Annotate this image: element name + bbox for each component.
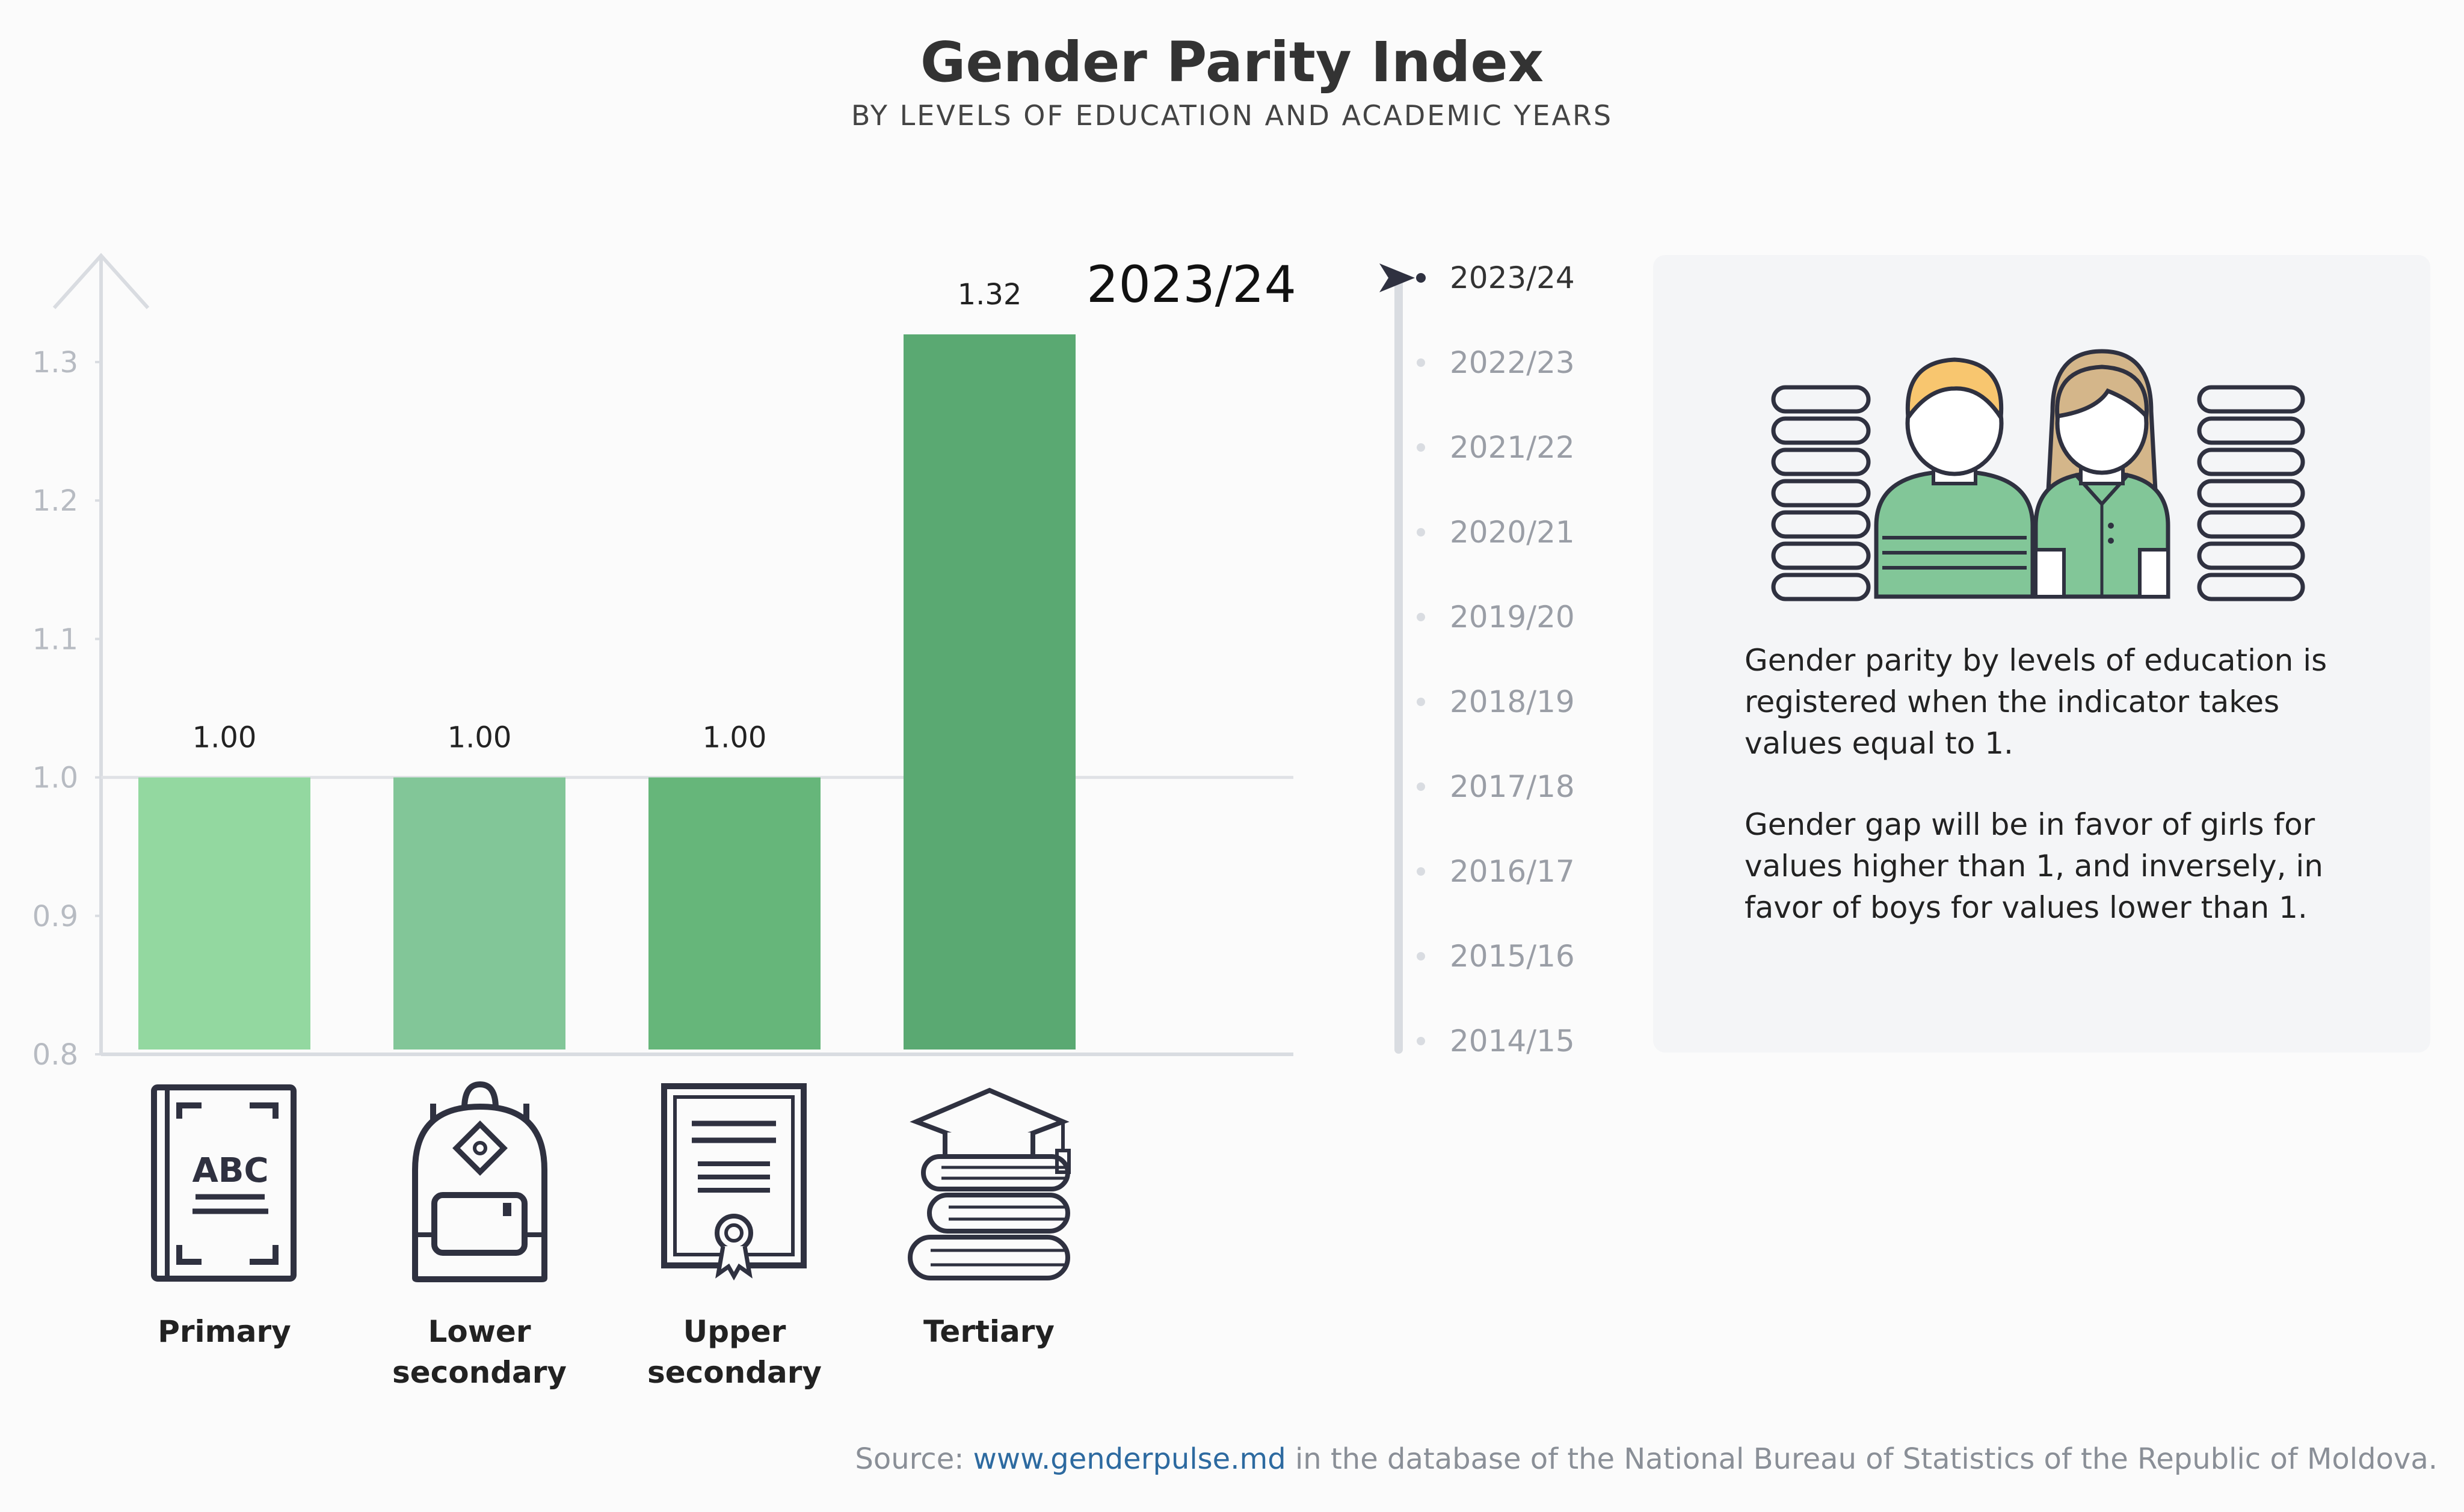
svg-text:ABC: ABC <box>192 1151 268 1190</box>
students-icon <box>1771 349 2305 601</box>
y-tick-label: 0.8 <box>32 1038 78 1072</box>
info-paragraph-2: Gender gap will be in favor of girls for… <box>1745 807 2323 925</box>
bar-value-label: 1.00 <box>703 721 767 755</box>
timeline-year-2018-19[interactable]: 2018/19 <box>1450 684 1575 719</box>
backpack-icon <box>412 1081 547 1282</box>
page-title: Gender Parity Index <box>920 30 1544 94</box>
timeline-year-2014-15[interactable]: 2014/15 <box>1450 1024 1575 1059</box>
category-label-primary: Primary <box>158 1314 291 1349</box>
timeline-year-2017-18[interactable]: 2017/18 <box>1450 769 1575 804</box>
timeline-year-2016-17[interactable]: 2016/17 <box>1450 854 1575 889</box>
y-axis-arrow <box>52 253 150 310</box>
timeline-year-2015-16[interactable]: 2015/16 <box>1450 939 1575 974</box>
bar-value-label: 1.32 <box>958 278 1022 312</box>
category-label-tertiary: Tertiary <box>923 1314 1055 1349</box>
source-suffix: in the database of the National Bureau o… <box>1286 1442 2438 1476</box>
page-subtitle: BY LEVELS OF EDUCATION AND ACADEMIC YEAR… <box>851 99 1613 132</box>
category-label-upper-secondary: Upper secondary <box>647 1314 822 1390</box>
abc-book-icon: ABC <box>151 1084 297 1282</box>
timeline-dot[interactable] <box>1416 273 1426 283</box>
timeline-year-2022-23[interactable]: 2022/23 <box>1450 345 1575 380</box>
timeline-year-2021-22[interactable]: 2021/22 <box>1450 430 1575 465</box>
diploma-icon <box>661 1083 807 1281</box>
info-panel: Gender parity by levels of education is … <box>1653 255 2430 1053</box>
graduation-books-icon <box>908 1087 1071 1280</box>
bar-primary[interactable] <box>138 777 310 1049</box>
bar-value-label: 1.00 <box>192 721 257 755</box>
source-prefix: Source: <box>855 1442 973 1476</box>
y-tick-label: 1.2 <box>32 484 78 518</box>
y-tick-label: 1.0 <box>32 761 78 795</box>
timeline-dot[interactable] <box>1417 952 1425 960</box>
y-tick-label: 0.9 <box>32 900 78 933</box>
bar-tertiary[interactable] <box>904 334 1076 1050</box>
y-tick-label: 1.3 <box>32 346 78 380</box>
y-tick-label: 1.1 <box>32 622 78 656</box>
timeline-dot[interactable] <box>1417 1037 1425 1045</box>
play-arrow-icon[interactable] <box>1379 263 1415 292</box>
timeline-dot[interactable] <box>1417 528 1425 536</box>
info-paragraph-1: Gender parity by levels of education is … <box>1745 643 2327 761</box>
selected-year-label: 2023/24 <box>1086 255 1296 314</box>
timeline-dot[interactable] <box>1417 867 1425 876</box>
bar-upper-secondary[interactable] <box>648 777 821 1049</box>
source-link[interactable]: www.genderpulse.md <box>973 1442 1286 1476</box>
source-note: Source: www.genderpulse.md in the databa… <box>855 1442 2438 1476</box>
timeline-year-2019-20[interactable]: 2019/20 <box>1450 600 1575 635</box>
timeline-dot[interactable] <box>1417 613 1425 621</box>
timeline-year-2023-24[interactable]: 2023/24 <box>1450 260 1575 295</box>
category-label-lower-secondary: Lower secondary <box>392 1314 567 1390</box>
bar-value-label: 1.00 <box>448 721 512 755</box>
timeline-dot[interactable] <box>1417 443 1425 452</box>
timeline-dot[interactable] <box>1417 782 1425 791</box>
timeline-dot[interactable] <box>1417 698 1425 706</box>
timeline-year-2020-21[interactable]: 2020/21 <box>1450 515 1575 550</box>
timeline-dot[interactable] <box>1417 358 1425 367</box>
bar-lower-secondary[interactable] <box>393 777 565 1049</box>
